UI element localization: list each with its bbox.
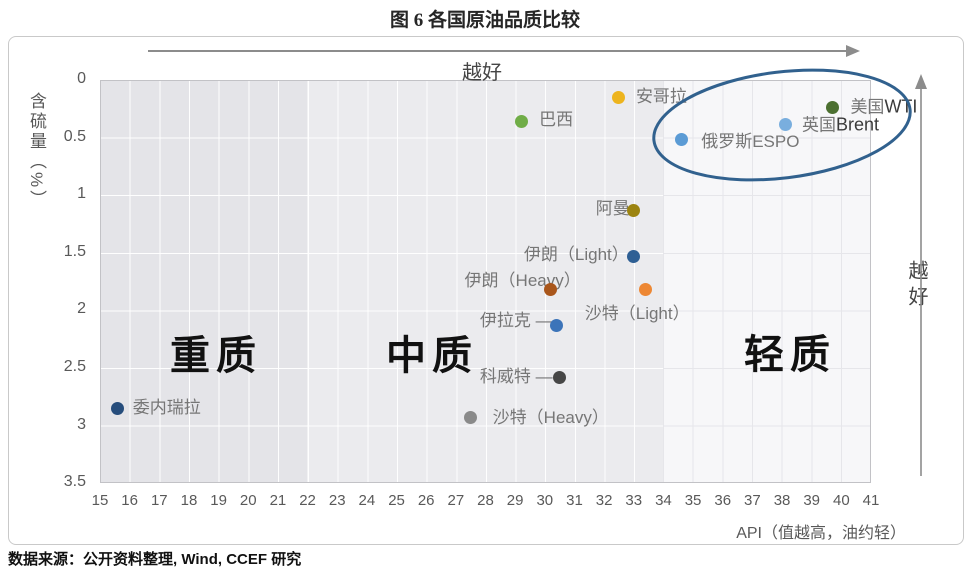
point-label-kuwait: 科威特 — [479,367,553,387]
better-top-label: 越好 [462,62,502,84]
y-tick-label: 1 [77,185,86,203]
region-label-light: 轻质 [744,332,836,377]
y-axis-title: 含硫量（%） [27,92,46,211]
x-tick-label: 37 [744,492,761,509]
data-point-oman [627,203,641,217]
x-tick-label: 18 [180,492,198,509]
x-tick-label: 40 [833,492,850,509]
point-label-venezuela: 委内瑞拉 [132,398,201,418]
data-point-saudi-light [639,283,653,297]
y-tick-label: 1.5 [63,242,86,260]
x-tick-label: 24 [358,492,376,509]
data-point-us-wti [825,101,839,115]
x-tick-label: 27 [447,492,465,509]
x-tick-label: 31 [566,492,583,509]
x-tick-label: 34 [655,492,672,509]
point-label-iraq: 伊拉克 — [479,311,553,331]
data-point-venezuela [111,401,125,415]
y-tick-label: 2.5 [63,358,86,375]
x-tick-label: 21 [269,492,287,509]
y-tick-label: 0 [77,70,86,87]
x-tick-label: 36 [714,492,732,509]
region-band-heavy [100,80,308,484]
x-tick-label: 32 [595,492,613,509]
x-tick-label: 22 [299,492,316,509]
x-tick-label: 19 [210,492,227,509]
x-axis-title: API（值越高，油约轻） [736,525,906,542]
better-right-label: 越好 [905,260,927,312]
region-band-medium [307,80,664,484]
x-tick-label: 38 [773,492,791,509]
source-note: 数据来源：公开资料整理, Wind, CCEF 研究 [8,551,302,568]
x-tick-label: 41 [862,492,880,509]
x-tick-label: 17 [150,492,168,509]
region-label-medium: 中质 [386,333,478,378]
data-point-brazil [514,114,528,128]
x-tick-label: 30 [536,492,554,509]
x-tick-label: 25 [388,492,405,509]
point-label-saudi-light: 沙特（Light） [584,303,690,323]
point-label-oman: 阿曼 [595,199,630,219]
x-tick-label: 20 [239,492,257,509]
data-point-kuwait [553,370,567,384]
point-label-saudi-heavy: 沙特（Heavy） [492,407,609,427]
x-tick-label: 35 [684,492,702,509]
y-tick-label: 2 [77,300,86,318]
point-label-iran-heavy: 伊朗（Heavy） [464,270,581,290]
point-label-angola: 安哥拉 [635,87,687,107]
data-point-iran-heavy [544,283,558,297]
x-tick-label: 15 [91,492,109,509]
x-tick-label: 28 [477,492,494,509]
x-tick-label: 29 [506,492,524,509]
point-label-us-wti: 美国WTI [850,96,918,117]
point-label-iran-light: 伊朗（Light） [523,245,629,265]
x-tick-label: 23 [328,492,346,509]
point-label-russia-espo: 俄罗斯ESPO [701,131,800,151]
y-tick-label: 0.5 [63,127,86,145]
data-point-saudi-heavy [464,411,478,425]
y-tick-label: 3.5 [63,473,86,491]
data-point-angola [612,90,626,104]
region-label-heavy: 重质 [170,333,262,378]
x-tick-label: 26 [417,492,435,509]
point-label-suffix: WTI [884,96,918,117]
x-tick-label: 33 [625,492,643,509]
chart-title: 图 6 各国原油品质比较 [389,10,580,31]
point-label-brazil: 巴西 [539,110,574,130]
x-tick-label: 39 [803,492,821,509]
x-tick-label: 16 [121,492,138,509]
data-point-iraq [550,318,564,332]
data-point-uk-brent [778,118,792,132]
data-point-iran-light [627,249,641,263]
y-tick-label: 3 [77,415,86,433]
